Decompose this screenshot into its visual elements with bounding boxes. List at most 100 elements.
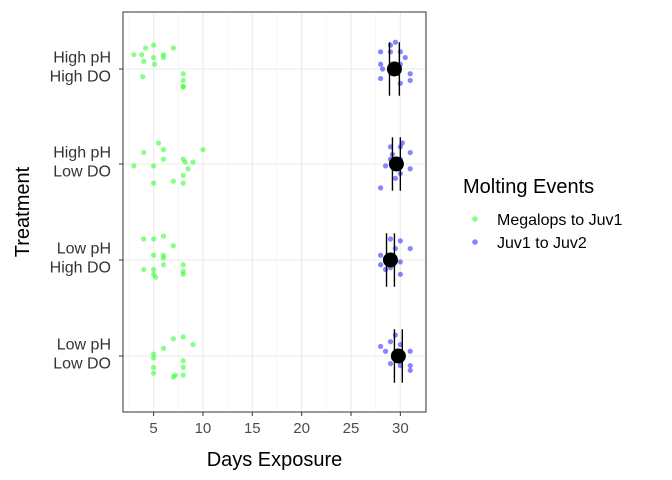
axes: 5 10 15 20 25 30 High pH High DO High pH Low DO Lo…	[50, 50, 409, 438]
gridlines	[123, 12, 426, 412]
point-juv1-to-juv2	[397, 259, 403, 265]
point-juv1-to-juv2	[397, 49, 403, 55]
point-megalops-to-juv1	[190, 159, 196, 165]
point-juv1-to-juv2	[377, 185, 384, 191]
point-megalops-to-juv1	[139, 52, 145, 58]
point-juv1-to-juv2	[379, 66, 386, 72]
point-megalops-to-juv1	[141, 58, 147, 64]
point-megalops-to-juv1	[150, 236, 157, 242]
point-juv1-to-juv2	[387, 42, 394, 48]
point-juv1-to-juv2	[377, 343, 384, 350]
point-megalops-to-juv1	[143, 45, 149, 51]
point-megalops-to-juv1	[170, 336, 176, 342]
y-axis-title: Treatment	[12, 166, 34, 257]
legend: Molting Events Megalops to Juv1 Juv1 to …	[463, 176, 623, 252]
point-juv1-to-juv2	[382, 348, 389, 354]
point-juv1-to-juv2	[387, 361, 394, 367]
point-megalops-to-juv1	[190, 341, 196, 348]
x-tick-label: 10	[195, 420, 212, 437]
point-megalops-to-juv1	[170, 243, 176, 249]
point-megalops-to-juv1	[180, 180, 186, 186]
point-juv1-to-juv2	[407, 348, 413, 354]
mean-marker	[390, 348, 406, 364]
y-category-label: Low pH	[57, 241, 111, 258]
point-juv1-to-juv2	[387, 236, 394, 242]
point-megalops-to-juv1	[150, 351, 157, 357]
point-juv1-to-juv2	[407, 362, 413, 369]
point-megalops-to-juv1	[185, 166, 191, 172]
point-megalops-to-juv1	[150, 355, 157, 361]
point-megalops-to-juv1	[170, 45, 176, 51]
point-juv1-to-juv2	[377, 262, 384, 268]
point-juv1-to-juv2	[382, 266, 389, 273]
summary-markers	[382, 42, 406, 383]
point-megalops-to-juv1	[170, 178, 176, 184]
point-megalops-to-juv1	[172, 372, 178, 378]
legend-label-megalops: Megalops to Juv1	[497, 212, 623, 229]
x-tick-label: 30	[392, 420, 409, 437]
point-megalops-to-juv1	[180, 77, 186, 84]
point-juv1-to-juv2	[407, 166, 413, 172]
y-category-label: Low DO	[53, 164, 111, 181]
point-megalops-to-juv1	[180, 172, 186, 179]
panel-border	[122, 11, 427, 413]
y-category-label: High DO	[50, 260, 111, 277]
point-megalops-to-juv1	[180, 334, 186, 340]
legend-title: Molting Events	[463, 176, 594, 198]
point-juv1-to-juv2	[397, 80, 403, 86]
x-tick-label: 25	[343, 420, 360, 437]
point-juv1-to-juv2	[387, 339, 394, 345]
x-axis-title: Days Exposure	[207, 449, 343, 471]
point-megalops-to-juv1	[150, 54, 157, 61]
point-megalops-to-juv1	[182, 159, 188, 165]
point-megalops-to-juv1	[155, 140, 162, 146]
point-juv1-to-juv2	[382, 163, 389, 169]
point-megalops-to-juv1	[160, 255, 167, 261]
point-megalops-to-juv1	[200, 147, 206, 153]
mean-marker	[386, 61, 402, 77]
point-juv1-to-juv2	[407, 149, 413, 156]
point-megalops-to-juv1	[150, 364, 157, 371]
point-megalops-to-juv1	[180, 84, 186, 90]
point-juv1-to-juv2	[387, 49, 394, 55]
y-category-label: High pH	[53, 50, 111, 67]
legend-label-juv1: Juv1 to Juv2	[497, 235, 587, 252]
point-megalops-to-juv1	[150, 266, 157, 273]
y-category-label: High DO	[50, 69, 111, 86]
point-juv1-to-juv2	[392, 39, 399, 45]
point-juv1-to-juv2	[392, 332, 399, 338]
y-category-label: Low pH	[57, 337, 111, 354]
point-megalops-to-juv1	[150, 252, 157, 258]
point-juv1-to-juv2	[377, 75, 384, 82]
point-juv1-to-juv2	[402, 54, 408, 61]
point-juv1-to-juv2	[407, 71, 413, 77]
point-megalops-to-juv1	[160, 233, 167, 239]
point-megalops-to-juv1	[150, 180, 157, 186]
point-megalops-to-juv1	[180, 71, 186, 77]
point-megalops-to-juv1	[180, 372, 186, 378]
point-megalops-to-juv1	[180, 364, 186, 371]
point-juv1-to-juv2	[407, 245, 413, 252]
x-tick-label: 5	[149, 420, 157, 437]
point-megalops-to-juv1	[160, 156, 167, 162]
point-juv1-to-juv2	[407, 77, 413, 84]
point-megalops-to-juv1	[140, 74, 146, 80]
point-juv1-to-juv2	[377, 49, 384, 55]
point-megalops-to-juv1	[160, 147, 167, 153]
mean-marker	[382, 252, 398, 268]
point-megalops-to-juv1	[160, 345, 167, 351]
y-category-label: Low DO	[53, 356, 111, 373]
point-megalops-to-juv1	[160, 262, 167, 268]
point-juv1-to-juv2	[377, 61, 384, 67]
point-megalops-to-juv1	[180, 358, 186, 364]
point-megalops-to-juv1	[180, 271, 186, 277]
point-juv1-to-juv2	[377, 252, 384, 258]
point-megalops-to-juv1	[131, 52, 137, 58]
point-megalops-to-juv1	[150, 42, 157, 48]
point-megalops-to-juv1	[141, 236, 147, 242]
point-megalops-to-juv1	[151, 61, 158, 67]
y-category-label: High pH	[53, 145, 111, 162]
point-megalops-to-juv1	[150, 370, 157, 376]
